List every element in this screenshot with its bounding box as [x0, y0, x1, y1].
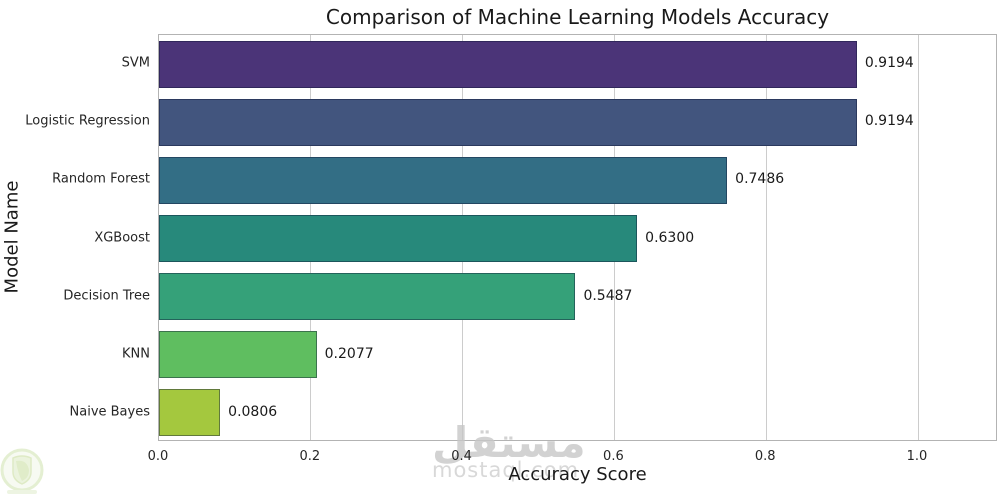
- xtick-label-0.6: 0.6: [603, 449, 624, 464]
- ytick-label-xgboost: XGBoost: [94, 230, 150, 245]
- value-label-naive-bayes: 0.0806: [228, 403, 278, 420]
- xtick-label-0.4: 0.4: [451, 449, 472, 464]
- ytick-label-random-forest: Random Forest: [52, 171, 150, 187]
- xtick-label-1.0: 1.0: [906, 449, 928, 464]
- value-label-decision-tree: 0.5487: [583, 287, 633, 304]
- bar-knn: [159, 331, 317, 379]
- value-label-svm: 0.9194: [864, 55, 914, 72]
- bar-decision-tree: [159, 273, 576, 321]
- chart-title: Comparison of Machine Learning Models Ac…: [325, 5, 830, 29]
- bar-logistic-regression: [159, 98, 857, 146]
- value-label-xgboost: 0.6300: [645, 229, 695, 246]
- xtick-label-0.8: 0.8: [754, 449, 776, 464]
- ytick-label-decision-tree: Decision Tree: [63, 288, 150, 304]
- value-label-logistic-regression: 0.9194: [864, 113, 914, 130]
- gridline-x-1: [917, 35, 919, 440]
- ytick-label-knn: KNN: [122, 346, 150, 362]
- bar-xgboost: [159, 215, 638, 262]
- value-label-knn: 0.2077: [324, 345, 374, 362]
- xtick-label-0.2: 0.2: [299, 449, 321, 464]
- gridline-x-0.8: [765, 35, 767, 440]
- ytick-label-svm: SVM: [121, 55, 150, 71]
- ytick-label-naive-bayes: Naive Bayes: [69, 404, 150, 420]
- bar-naive-bayes: [159, 389, 221, 437]
- x-axis-label: Accuracy Score: [508, 464, 647, 485]
- watermark-logo-icon: [0, 448, 44, 494]
- xtick-label-0.0: 0.0: [147, 449, 169, 464]
- plot-area: [158, 34, 997, 441]
- bar-svm: [159, 40, 857, 88]
- bar-random-forest: [159, 156, 728, 204]
- ytick-label-logistic-regression: Logistic Regression: [25, 113, 150, 129]
- value-label-random-forest: 0.7486: [735, 171, 785, 188]
